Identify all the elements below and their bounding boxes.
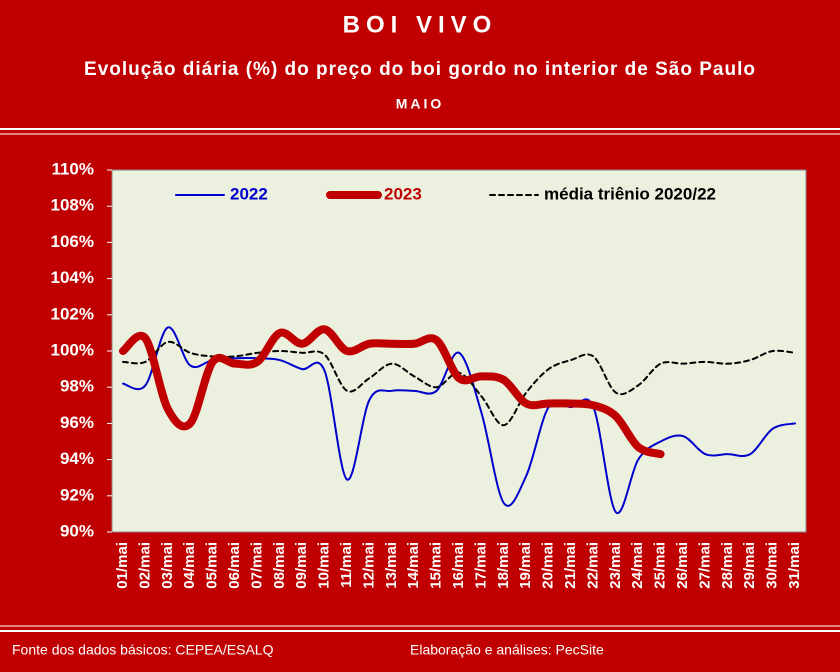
source: Fonte dos dados básicos: CEPEA/ESALQ (12, 642, 274, 658)
x-tick-label: 18/mai (495, 542, 512, 589)
x-tick-label: 06/mai (226, 542, 243, 589)
x-tick-label: 08/mai (271, 542, 288, 589)
legend-label: 2023 (384, 184, 422, 203)
x-tick-label: 09/mai (293, 542, 310, 589)
y-tick-label: 100% (51, 340, 94, 359)
x-tick-label: 03/mai (159, 542, 176, 589)
x-tick-label: 07/mai (248, 542, 265, 589)
y-tick-label: 108% (51, 196, 94, 215)
x-tick-label: 11/mai (338, 542, 355, 588)
x-tick-label: 27/mai (696, 542, 713, 589)
chart-title: BOI VIVO (343, 11, 498, 38)
y-tick-label: 96% (60, 413, 94, 432)
legend-label: média triênio 2020/22 (544, 184, 716, 203)
period: MAIO (396, 96, 445, 112)
y-tick-label: 110% (51, 159, 94, 178)
y-tick-label: 90% (60, 521, 94, 540)
x-tick-label: 13/mai (383, 542, 400, 589)
y-tick-label: 104% (51, 268, 94, 287)
x-tick-label: 12/mai (360, 542, 377, 589)
x-tick-label: 20/mai (540, 542, 557, 589)
credit: Elaboração e análises: PecSite (410, 642, 604, 658)
x-tick-label: 26/mai (674, 542, 691, 589)
x-tick-label: 14/mai (405, 542, 422, 589)
x-tick-label: 30/mai (764, 542, 781, 589)
x-tick-label: 23/mai (607, 542, 624, 589)
x-tick-label: 21/mai (562, 542, 579, 589)
x-tick-label: 10/mai (316, 542, 333, 589)
x-tick-label: 16/mai (450, 542, 467, 589)
y-tick-label: 102% (51, 304, 94, 323)
y-tick-label: 98% (60, 377, 94, 396)
x-tick-label: 22/mai (584, 542, 601, 589)
plot-area (111, 169, 807, 533)
legend-label: 2022 (230, 184, 268, 203)
x-tick-label: 29/mai (741, 542, 758, 589)
x-tick-label: 19/mai (517, 542, 534, 589)
series-line (122, 326, 796, 514)
x-tick-label: 31/mai (786, 542, 803, 589)
x-tick-label: 28/mai (719, 542, 736, 589)
x-tick-label: 15/mai (428, 542, 445, 589)
x-tick-label: 24/mai (629, 542, 646, 589)
y-tick-label: 94% (60, 449, 94, 468)
y-tick-label: 92% (60, 485, 94, 504)
x-tick-label: 02/mai (136, 542, 153, 589)
x-tick-label: 25/mai (652, 542, 669, 589)
x-tick-label: 01/mai (114, 542, 131, 589)
x-tick-label: 05/mai (204, 542, 221, 589)
x-tick-label: 17/mai (472, 542, 489, 589)
chart-subtitle: Evolução diária (%) do preço do boi gord… (84, 59, 756, 80)
y-tick-label: 106% (51, 232, 94, 251)
x-tick-label: 04/mai (181, 542, 198, 589)
series-line (119, 325, 665, 459)
